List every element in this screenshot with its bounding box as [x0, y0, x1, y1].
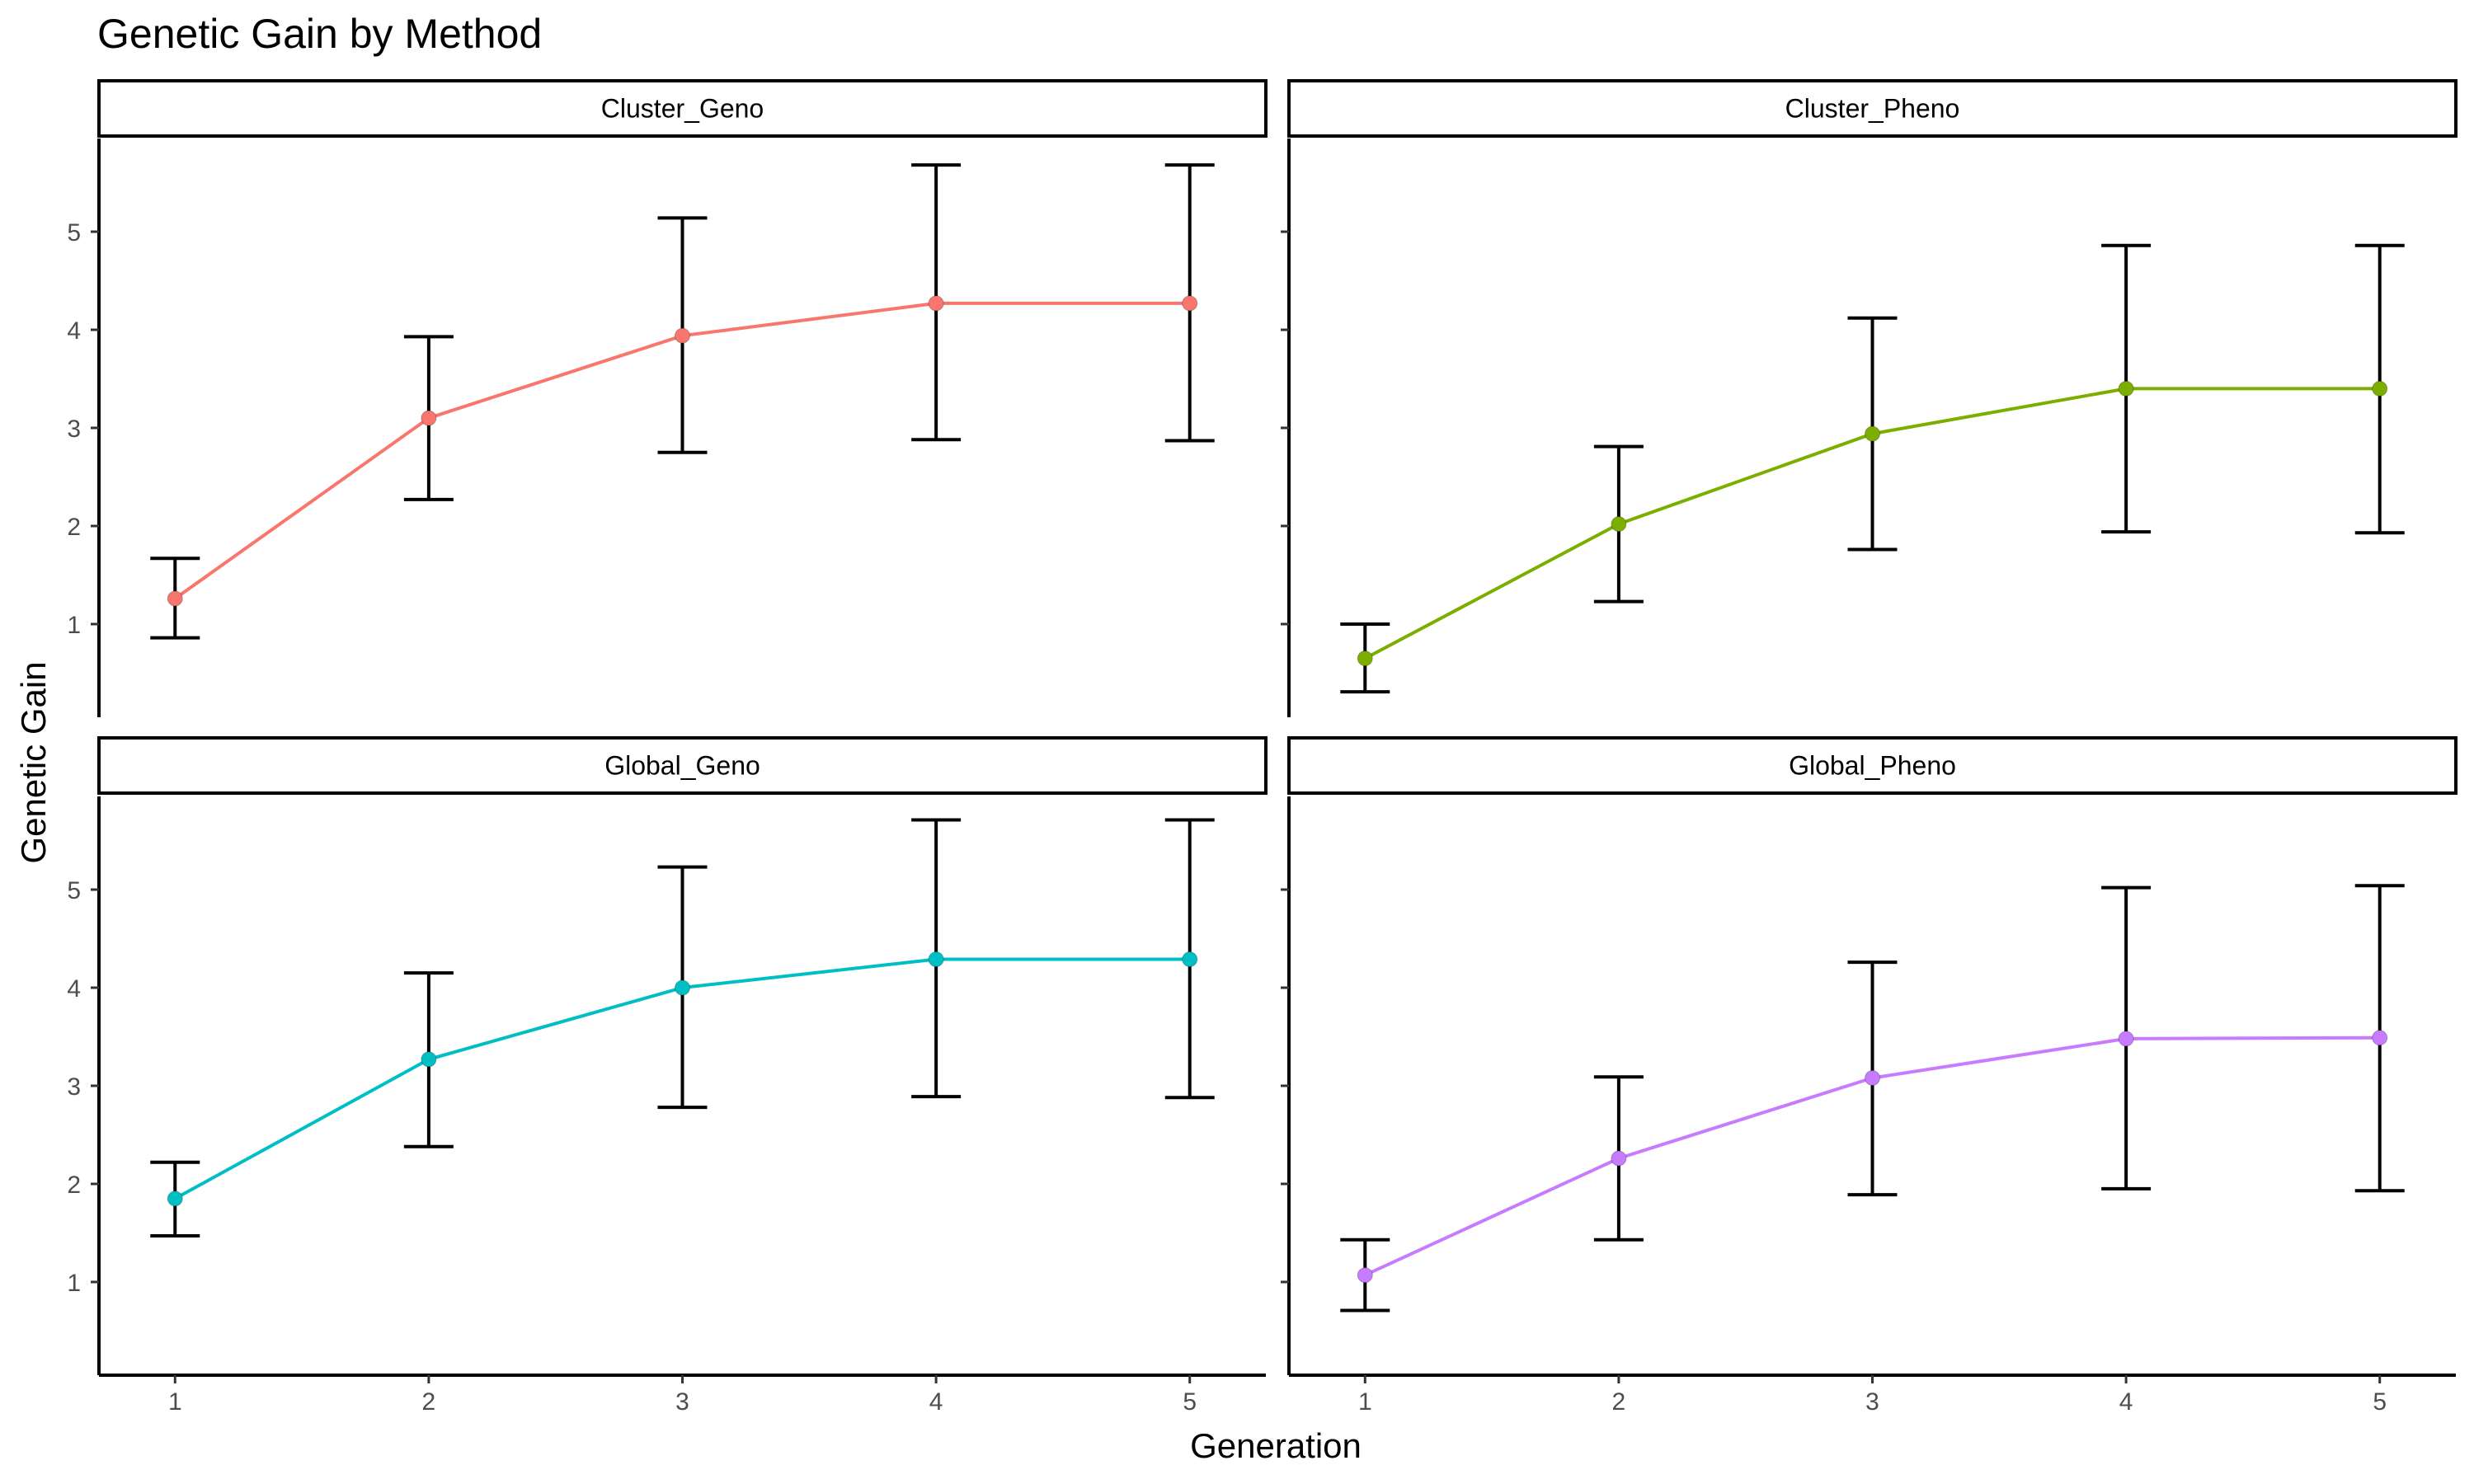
data-point	[2118, 380, 2134, 397]
chart-title: Genetic Gain by Method	[97, 11, 542, 57]
y-tick-label: 3	[67, 416, 81, 443]
facet-strip	[1287, 736, 2458, 795]
facet-Cluster_Pheno: Cluster_Pheno	[1281, 79, 2458, 717]
data-point	[1357, 650, 1373, 667]
y-tick-label: 5	[67, 877, 81, 904]
x-tick-label: 1	[1358, 1388, 1372, 1416]
data-point	[1865, 1069, 1880, 1086]
facet-Cluster_Geno: Cluster_Geno 1 2 3 4 5	[67, 79, 1268, 717]
data-point	[675, 327, 690, 344]
data-point	[421, 1051, 437, 1068]
data-point	[2372, 1030, 2388, 1046]
data-point	[167, 1190, 183, 1207]
data-point	[1182, 295, 1198, 312]
facet-strip	[97, 79, 1268, 138]
y-tick-label: 3	[67, 1073, 81, 1101]
data-point	[1611, 516, 1627, 533]
y-tick-label: 2	[67, 514, 81, 541]
data-point	[421, 410, 437, 426]
data-point	[1357, 1267, 1373, 1284]
data-point	[2118, 1031, 2134, 1047]
x-tick-label: 4	[929, 1388, 943, 1416]
y-tick-label: 2	[67, 1172, 81, 1199]
data-point	[1611, 1150, 1627, 1167]
y-tick-label: 1	[67, 612, 81, 639]
x-tick-label: 4	[2119, 1388, 2133, 1416]
facet-strip-label: Cluster_Pheno	[1785, 94, 1960, 124]
facet-strip-label: Global_Pheno	[1789, 751, 1956, 781]
x-tick-label: 3	[1865, 1388, 1879, 1416]
facet-strip	[97, 736, 1268, 795]
x-tick-label: 1	[168, 1388, 182, 1416]
y-tick-label: 1	[67, 1270, 81, 1297]
data-point	[1865, 425, 1880, 442]
x-tick-label: 5	[1183, 1388, 1197, 1416]
x-tick-label: 2	[1612, 1388, 1626, 1416]
data-point	[1182, 951, 1198, 968]
facet-strip	[1287, 79, 2458, 138]
y-tick-label: 4	[67, 975, 81, 1003]
y-axis-label: Genetic Gain	[14, 661, 53, 863]
x-tick-label: 5	[2373, 1388, 2387, 1416]
data-point	[167, 590, 183, 607]
data-point	[928, 951, 944, 968]
facet-strip-label: Cluster_Geno	[601, 94, 764, 124]
facet-Global_Pheno: Global_Pheno 1 2 3 4 5	[1281, 736, 2458, 1416]
data-point	[928, 295, 944, 312]
y-tick-label: 5	[67, 219, 81, 247]
data-point	[2372, 380, 2388, 397]
data-point	[675, 979, 690, 996]
facet-panels: Cluster_Geno 1 2 3 4 5 Cluster_Pheno Global_Gen…	[67, 79, 2458, 1416]
facet-Global_Geno: Global_Geno 1 2 3 4 5 1 2 3 4 5	[67, 736, 1268, 1416]
x-tick-label: 3	[675, 1388, 689, 1416]
y-tick-label: 4	[67, 317, 81, 345]
facet-strip-label: Global_Geno	[604, 751, 760, 781]
x-tick-label: 2	[422, 1388, 436, 1416]
x-axis-label: Generation	[1190, 1426, 1362, 1465]
